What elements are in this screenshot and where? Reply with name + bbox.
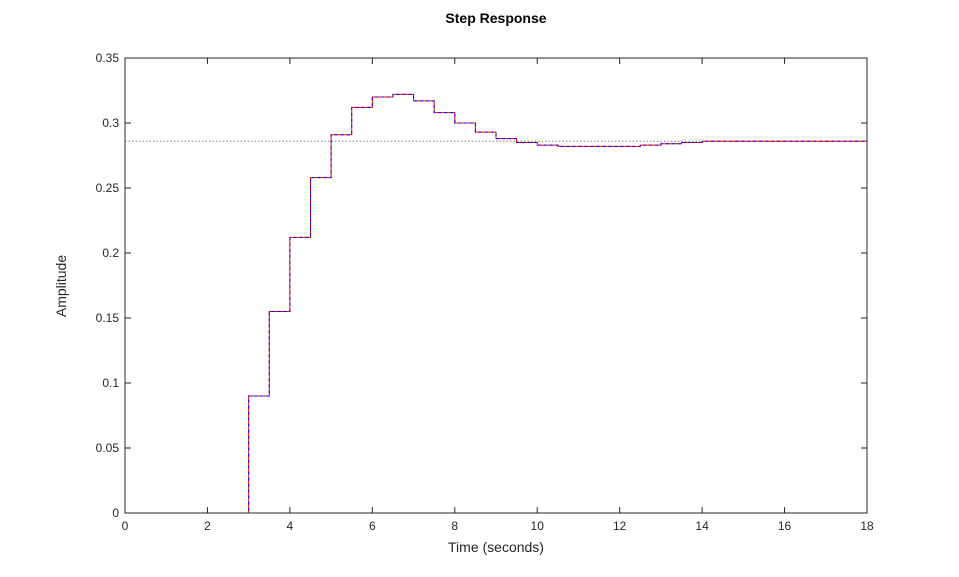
tick-layer: 0 2 4 6 8 10 12 14 16 18 0 0.05 0.1 0.15 0.2 0.25 0.3 0.3…	[96, 51, 874, 533]
x-tick-label: 16	[778, 519, 792, 533]
y-tick-label: 0.3	[102, 116, 119, 130]
x-tick-label: 0	[122, 519, 129, 533]
y-tick-label: 0.2	[102, 246, 119, 260]
x-tick-label: 4	[287, 519, 294, 533]
x-tick-label: 6	[369, 519, 376, 533]
series-line-2	[125, 93, 867, 514]
y-tick-label: 0	[112, 506, 119, 520]
y-tick-label: 0.1	[102, 376, 119, 390]
x-tick-label: 10	[531, 519, 545, 533]
x-tick-label: 18	[860, 519, 874, 533]
chart-title: Step Response	[445, 10, 546, 26]
plot-area	[125, 58, 867, 513]
y-axis-label: Amplitude	[53, 255, 69, 317]
x-tick-label: 8	[451, 519, 458, 533]
axes-box	[124, 57, 868, 514]
x-tick-label: 12	[613, 519, 627, 533]
y-tick-label: 0.25	[96, 181, 120, 195]
y-tick-label: 0.15	[96, 311, 120, 325]
y-tick-label: 0.35	[96, 51, 120, 65]
x-tick-label: 14	[695, 519, 709, 533]
y-tick-label: 0.05	[96, 441, 120, 455]
x-axis-label: Time (seconds)	[448, 539, 544, 555]
series-layer	[125, 93, 867, 514]
x-tick-label: 2	[204, 519, 211, 533]
